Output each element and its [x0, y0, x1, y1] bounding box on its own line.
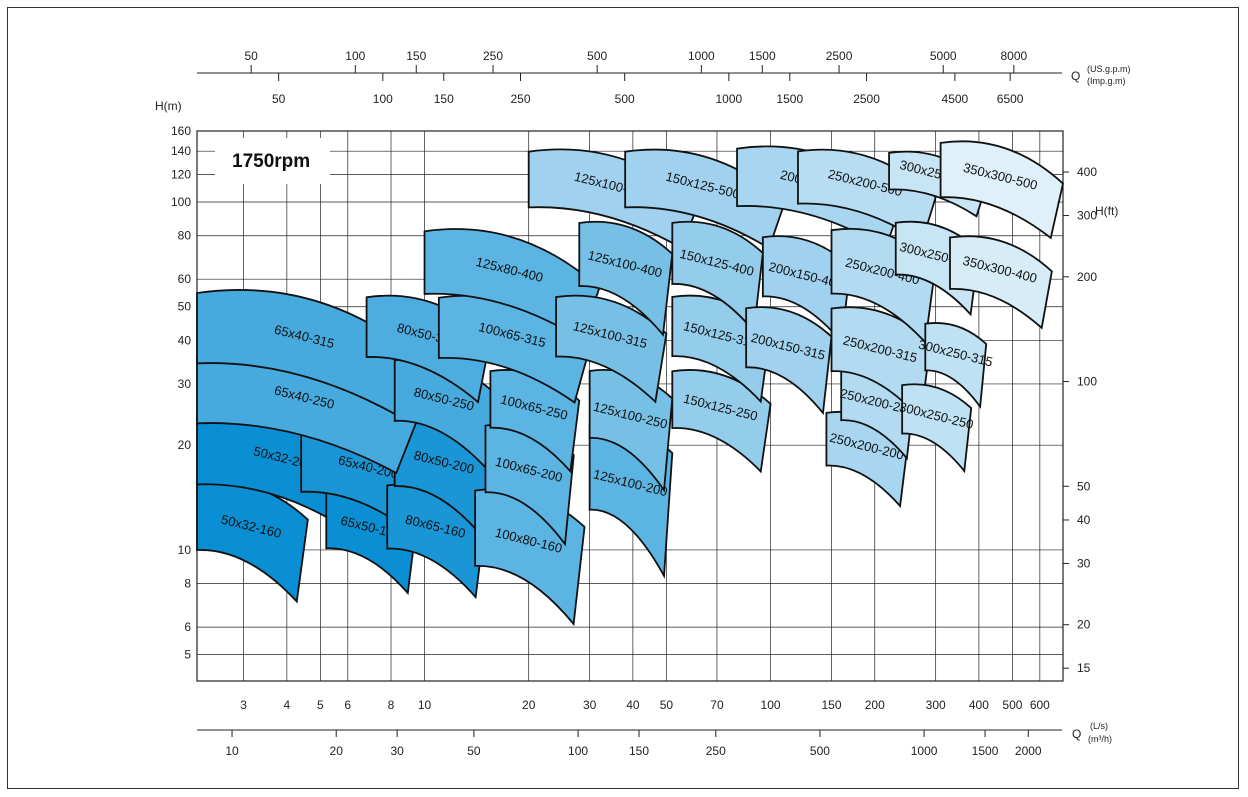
top-tick-label-usgpm: 100	[345, 49, 365, 63]
bottom-axis-unit-ls: (L/s)	[1090, 721, 1108, 731]
x-tick-label-ls: 400	[969, 698, 989, 712]
top-axis-unit-usgpm: (US.g.p.m)	[1087, 64, 1131, 74]
x-tick-label-m3h: 20	[330, 744, 344, 758]
x-tick-label-m3h: 2000	[1015, 744, 1042, 758]
x-tick-label-ls: 30	[583, 698, 597, 712]
top-tick-label-impgm: 500	[615, 92, 635, 106]
y-tick-label: 80	[178, 229, 192, 243]
y-tick-label: 50	[178, 300, 192, 314]
x-tick-label-ls: 8	[388, 698, 395, 712]
pump-region-350x300-500	[939, 140, 1064, 240]
y2-tick-label: 100	[1077, 375, 1097, 389]
y-tick-label: 100	[171, 195, 191, 209]
y-tick-label: 30	[178, 377, 192, 391]
top-tick-label-usgpm: 500	[587, 49, 607, 63]
top-tick-label-impgm: 6500	[997, 92, 1024, 106]
y-tick-label: 6	[184, 620, 191, 634]
top-tick-label-usgpm: 5000	[930, 49, 957, 63]
y2-tick-label: 200	[1077, 270, 1097, 284]
top-tick-label-impgm: 100	[373, 92, 393, 106]
y-tick-label: 160	[171, 124, 191, 138]
pump-region-125x100-400	[578, 220, 674, 337]
top-tick-label-impgm: 4500	[942, 92, 969, 106]
bottom-axis-q-label: Q	[1072, 727, 1081, 741]
y2-tick-label: 30	[1077, 556, 1091, 570]
top-tick-label-impgm: 2500	[853, 92, 880, 106]
top-tick-label-impgm: 1000	[715, 92, 742, 106]
y2-tick-label: 15	[1077, 661, 1091, 675]
y-tick-label: 40	[178, 333, 192, 347]
pump-region-300x250-315	[924, 322, 988, 410]
top-tick-label-impgm: 1500	[776, 92, 803, 106]
x-tick-label-m3h: 500	[810, 744, 830, 758]
x-tick-label-m3h: 1000	[911, 744, 938, 758]
x-tick-label-ls: 70	[710, 698, 724, 712]
y-tick-label: 10	[178, 543, 192, 557]
bottom-axis-unit-m3h: (m³/h)	[1088, 734, 1112, 744]
x-tick-label-ls: 200	[865, 698, 885, 712]
x-tick-label-ls: 300	[926, 698, 946, 712]
x-tick-label-ls: 6	[344, 698, 351, 712]
top-tick-label-impgm: 50	[272, 92, 286, 106]
pump-region-300x250-250	[901, 383, 973, 474]
top-tick-label-impgm: 150	[434, 92, 454, 106]
top-axis-unit-impgm: (Imp.g.m)	[1087, 76, 1126, 86]
speed-label: 1750rpm	[232, 151, 310, 172]
top-tick-label-usgpm: 150	[406, 49, 426, 63]
x-tick-label-ls: 600	[1030, 698, 1050, 712]
pump-region-200x150-315	[745, 306, 833, 416]
x-tick-label-m3h: 1500	[972, 744, 999, 758]
x-tick-label-m3h: 10	[225, 744, 239, 758]
top-tick-label-usgpm: 50	[244, 49, 258, 63]
speed-label-box	[215, 138, 330, 184]
pump-region-125x100-315	[555, 294, 668, 404]
y2-tick-label: 20	[1077, 618, 1091, 632]
x-tick-label-ls: 20	[522, 698, 536, 712]
top-tick-label-usgpm: 8000	[1000, 49, 1027, 63]
y-tick-label: 8	[184, 577, 191, 591]
y-tick-label: 60	[178, 272, 192, 286]
x-tick-label-ls: 50	[660, 698, 674, 712]
pump-region-350x300-400	[949, 235, 1053, 330]
top-tick-label-usgpm: 250	[483, 49, 503, 63]
y-tick-label: 20	[178, 438, 192, 452]
x-tick-label-ls: 4	[283, 698, 290, 712]
x-tick-label-ls: 5	[317, 698, 324, 712]
y2-tick-label: 400	[1077, 165, 1097, 179]
chart-frame	[7, 7, 1239, 789]
y-tick-label: 140	[171, 144, 191, 158]
x-tick-label-m3h: 30	[390, 744, 404, 758]
x-tick-label-ls: 100	[761, 698, 781, 712]
top-axis-q-label: Q	[1071, 69, 1080, 83]
y-tick-label: 5	[184, 648, 191, 662]
y2-tick-label: 300	[1077, 209, 1097, 223]
x-tick-label-ls: 10	[418, 698, 432, 712]
x-tick-label-m3h: 50	[467, 744, 481, 758]
top-tick-label-impgm: 250	[511, 92, 531, 106]
x-tick-label-m3h: 250	[706, 744, 726, 758]
top-tick-label-usgpm: 1000	[688, 49, 715, 63]
y2-tick-label: 40	[1077, 513, 1091, 527]
x-tick-label-m3h: 150	[629, 744, 649, 758]
x-tick-label-ls: 3	[240, 698, 247, 712]
x-tick-label-ls: 500	[1002, 698, 1022, 712]
y-axis-label: H(m)	[155, 99, 182, 113]
x-tick-label-ls: 40	[626, 698, 640, 712]
y2-axis-label: H(ft)	[1095, 204, 1118, 218]
top-tick-label-usgpm: 2500	[826, 49, 853, 63]
pump-model-regions: 50x32-16050x32-20065x50-16065x40-20080x6…	[196, 140, 1064, 627]
x-tick-label-m3h: 100	[568, 744, 588, 758]
y2-tick-label: 50	[1077, 479, 1091, 493]
pump-region-150x125-250	[671, 369, 772, 474]
top-tick-label-usgpm: 1500	[749, 49, 776, 63]
y-tick-label: 120	[171, 167, 191, 181]
x-tick-label-ls: 150	[821, 698, 841, 712]
axes: 5 6 8 10 20 30 40 50 60 80 100 120 140 160 3 4 5 6 8 10 20 30…	[171, 49, 1097, 758]
